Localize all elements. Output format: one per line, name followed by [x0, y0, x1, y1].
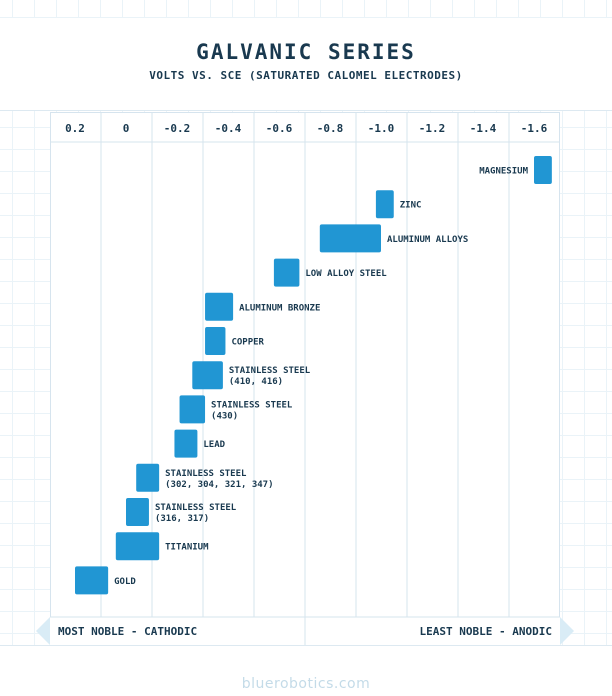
- bar: [205, 327, 226, 355]
- bar-label: ALUMINUM ALLOYS: [387, 235, 468, 245]
- arrow-left-label: MOST NOBLE - CATHODIC: [58, 625, 197, 638]
- bar: [375, 190, 394, 219]
- x-tick-label: -0.4: [215, 122, 242, 135]
- bar-label: LEAD: [203, 440, 225, 450]
- bar: [534, 156, 552, 184]
- bar: [192, 361, 223, 390]
- bar-label: (430): [211, 411, 238, 421]
- bar: [126, 498, 149, 526]
- bar: [136, 463, 160, 492]
- x-tick-label: -0.6: [266, 122, 293, 135]
- brand-footer: bluerobotics.com: [241, 676, 371, 692]
- x-tick-label: -0.8: [317, 122, 344, 135]
- bar-label: STAINLESS STEEL: [155, 503, 237, 513]
- x-tick-label: 0.2: [65, 122, 85, 135]
- bar: [174, 429, 198, 458]
- bar: [115, 532, 160, 561]
- x-tick-label: -1.4: [470, 122, 497, 135]
- footer-band: [0, 645, 612, 696]
- galvanic-series-chart: 0.2 0 -0.2 -0.4 -0.6 -0.8 -1.0 -1.2 -1.4 -1.6 MAGN…: [50, 112, 560, 645]
- bar-label: STAINLESS STEEL: [165, 469, 247, 479]
- x-tick-label: -1.0: [368, 122, 395, 135]
- bar-label: STAINLESS STEEL: [229, 366, 311, 376]
- chart-title: GALVANIC SERIES: [196, 40, 416, 64]
- x-tick-label: -0.2: [164, 122, 191, 135]
- arrow-right-label: LEAST NOBLE - ANODIC: [420, 625, 552, 638]
- bar-label: ZINC: [400, 201, 422, 211]
- arrow-right-head: [560, 617, 574, 645]
- x-tick-label: -1.6: [521, 122, 548, 135]
- x-tick-label: -1.2: [419, 122, 446, 135]
- bar: [319, 224, 381, 253]
- bar-label: GOLD: [114, 577, 136, 587]
- bar-label: COPPER: [231, 338, 264, 348]
- bar-label: MAGNESIUM: [479, 167, 528, 177]
- bar: [75, 566, 109, 595]
- bar: [179, 395, 206, 424]
- bar: [273, 258, 300, 287]
- chart-panel: 0.2 0 -0.2 -0.4 -0.6 -0.8 -1.0 -1.2 -1.4 -1.6 MAGN…: [50, 112, 560, 645]
- bar-label: LOW ALLOY STEEL: [305, 269, 387, 279]
- title-band: [0, 18, 612, 111]
- x-tick-label: 0: [123, 122, 130, 135]
- bar: [205, 292, 234, 321]
- chart-subtitle: VOLTS VS. SCE (SATURATED CALOMEL ELECTRO…: [149, 69, 463, 82]
- bar-label: TITANIUM: [165, 543, 209, 553]
- bar-label: (410, 416): [229, 377, 283, 387]
- bar-label: STAINLESS STEEL: [211, 400, 293, 410]
- bar-label: (302, 304, 321, 347): [165, 480, 273, 490]
- bar-label: (316, 317): [155, 514, 209, 524]
- bar-label: ALUMINUM BRONZE: [239, 303, 320, 313]
- arrow-left-head: [36, 617, 50, 645]
